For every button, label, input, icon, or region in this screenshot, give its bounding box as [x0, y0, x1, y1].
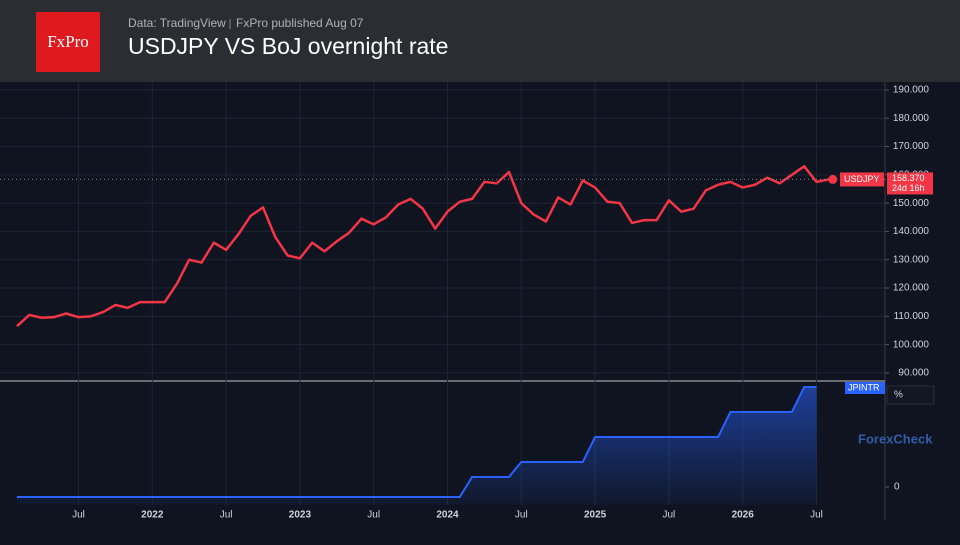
line [16, 165, 830, 328]
x-tick-label: Jul [367, 510, 380, 521]
x-tick-label: 2024 [436, 510, 459, 521]
x-tick-label: 2025 [584, 510, 607, 521]
units-label: % [894, 390, 903, 401]
area [17, 387, 817, 505]
logo-box [36, 12, 100, 72]
y-tick-label: 90.000 [898, 368, 929, 379]
x-tick-label: Jul [663, 510, 676, 521]
x-tick-label: Jul [810, 510, 823, 521]
source: Data: TradingView [128, 16, 226, 30]
y-tick-label: 150.000 [893, 198, 930, 209]
countdown: 24d 16h [892, 183, 925, 193]
x-tick-label: Jul [515, 510, 528, 521]
series-label: USDJPY [844, 174, 880, 184]
y-tick-label: 100.000 [893, 339, 930, 350]
y-tick-label: 170.000 [893, 141, 930, 152]
y-tick-label: 180.000 [893, 113, 930, 124]
y-tick-label: 110.000 [894, 311, 930, 322]
x-tick-label: Jul [220, 510, 233, 521]
series-label-bg [845, 382, 885, 394]
y-tick-label: 190.000 [893, 85, 930, 96]
series-label: JPINTR [848, 382, 880, 392]
units-box [886, 385, 935, 405]
y-tick-label: 130.000 [893, 254, 930, 265]
last-point [828, 174, 838, 184]
series-label-bg [840, 172, 884, 187]
y-tick-label: 140.000 [893, 226, 930, 237]
published: FxPro published Aug 07 [236, 16, 364, 30]
price-label-bg [887, 172, 933, 195]
x-tick-label: 2026 [732, 510, 755, 521]
x-tick-label: 2023 [289, 510, 312, 521]
title: USDJPY VS BoJ overnight rate [128, 33, 448, 59]
price-label: 158.370 [892, 173, 925, 183]
x-tick-label: 2022 [141, 510, 164, 521]
x-tick-label: Jul [72, 510, 85, 521]
y-tick-label: 120.000 [893, 283, 930, 294]
header-bg [0, 0, 960, 82]
area-line [17, 386, 817, 498]
y-tick-label: 0 [894, 482, 900, 493]
logo: FxPro [47, 32, 89, 51]
watermark: ForexCheck [858, 431, 933, 446]
